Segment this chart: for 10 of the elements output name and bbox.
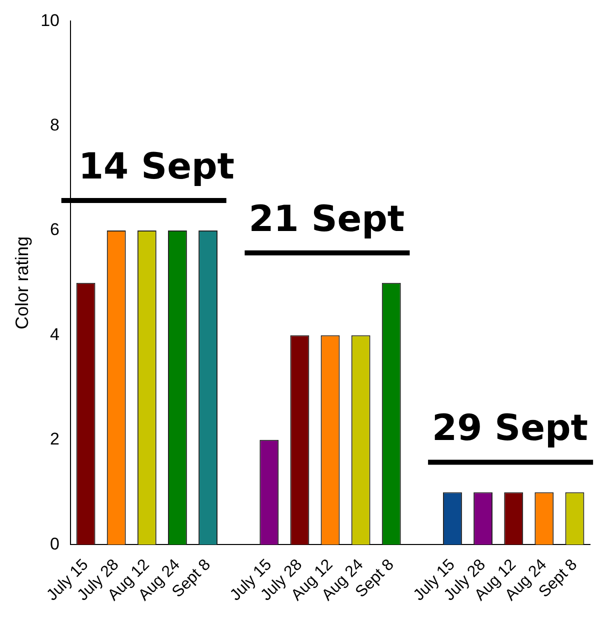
annotation: 21 Sept	[248, 198, 405, 240]
y-tick-label: 10	[40, 10, 60, 30]
annotation: 29 Sept	[432, 408, 588, 450]
y-tick-label: 4	[50, 324, 60, 344]
y-tick-label: 6	[50, 220, 60, 240]
annotation: 14 Sept	[78, 146, 234, 188]
y-tick-label: 8	[50, 116, 60, 135]
y-tick-label: 0	[50, 534, 60, 554]
y-axis-title: Color rating	[12, 236, 32, 330]
y-tick-label: 2	[50, 430, 60, 449]
